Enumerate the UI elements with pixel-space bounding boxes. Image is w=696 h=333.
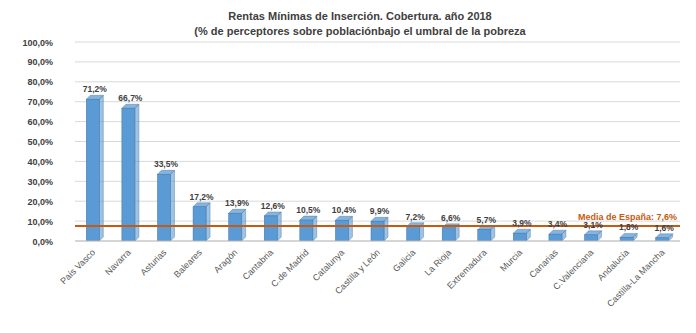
y-tick-label: 40,0%: [27, 157, 53, 167]
data-label: 12,6%: [261, 201, 286, 211]
data-label: 33,5%: [154, 159, 179, 169]
subtitle: (% de perceptores sobre poblaciónbajo el…: [194, 25, 526, 37]
bar: [585, 235, 598, 241]
grid-line: [75, 42, 680, 43]
bar-top: [122, 104, 139, 108]
y-tick-label: 80,0%: [27, 77, 53, 87]
grid: [75, 42, 680, 241]
bar-top: [157, 170, 174, 174]
x-tick-label: Extremadura: [445, 247, 489, 291]
bar: [513, 233, 526, 241]
x-tick-label: C.de Madrid: [269, 247, 311, 289]
y-tick-label: 100,0%: [22, 38, 53, 48]
y-tick-label: 90,0%: [27, 57, 53, 67]
bar-top: [300, 216, 317, 220]
x-tick-label: La Rioja: [423, 247, 453, 277]
y-tick-label: 50,0%: [27, 137, 53, 147]
y-tick-label: 10,0%: [27, 217, 53, 227]
bar-top: [335, 216, 352, 220]
data-label: 10,4%: [332, 205, 357, 215]
grid-line: [75, 81, 680, 82]
bar-side: [135, 104, 139, 241]
bar: [620, 237, 633, 241]
bar-top: [549, 230, 566, 234]
x-tick-label: Aragón: [212, 247, 240, 275]
grid-line: [75, 121, 680, 122]
x-tick-label: C.Valenciana: [551, 247, 595, 291]
data-label: 10,5%: [296, 205, 321, 215]
bar-top: [620, 233, 637, 237]
data-label: 7,2%: [405, 212, 425, 222]
data-label: 13,9%: [225, 198, 250, 208]
grid-line: [75, 141, 680, 142]
bar: [335, 220, 348, 241]
x-tick-label: Galicia: [391, 247, 418, 274]
bar-top: [585, 231, 602, 235]
data-label: 3,4%: [548, 219, 568, 229]
bar: [407, 227, 420, 241]
y-tick-label: 30,0%: [27, 177, 53, 187]
bar-top: [371, 217, 388, 221]
y-tick-label: 20,0%: [27, 197, 53, 207]
bar-side: [206, 203, 210, 241]
chart: Rentas Mínimas de Inserción. Cobertura. …: [0, 0, 696, 333]
data-label: 71,2%: [83, 84, 108, 94]
bar-side: [99, 95, 103, 241]
title: Rentas Mínimas de Inserción. Cobertura. …: [228, 10, 491, 22]
x-tick-label: Castilla-La Mancha: [605, 247, 667, 309]
x-tick-label: País Vasco: [58, 247, 97, 286]
bar: [549, 234, 562, 241]
x-tick-label: Castilla y León: [333, 247, 382, 296]
bar: [86, 99, 99, 241]
bar: [371, 221, 384, 241]
y-tick-label: 60,0%: [27, 117, 53, 127]
bar: [442, 228, 455, 241]
grid-line: [75, 241, 680, 242]
x-axis-line: [75, 241, 680, 242]
bar: [300, 220, 313, 241]
data-label: 17,2%: [190, 192, 215, 202]
y-tick-label: 0,0%: [32, 237, 53, 247]
data-label: 6,6%: [441, 213, 461, 223]
bar-top: [656, 234, 673, 238]
data-label: 66,7%: [118, 93, 143, 103]
data-label: 5,7%: [477, 215, 497, 225]
bar: [478, 230, 491, 241]
data-label: 1,8%: [619, 222, 639, 232]
bar: [122, 108, 135, 241]
bar: [193, 207, 206, 241]
grid-line: [75, 61, 680, 62]
y-tick-label: 70,0%: [27, 97, 53, 107]
data-label: 3,9%: [512, 218, 532, 228]
bar-top: [86, 95, 103, 99]
x-tick-label: Andalucía: [596, 247, 631, 282]
bars: [86, 95, 672, 241]
data-label: 1,6%: [655, 223, 675, 233]
bar-side: [348, 216, 352, 241]
bar: [229, 213, 242, 241]
x-tick-label: Baleares: [172, 247, 205, 280]
data-label: 9,9%: [370, 206, 390, 216]
x-tick-label: Canarias: [527, 247, 560, 280]
x-tick-label: Cantabria: [240, 247, 275, 282]
data-label: 3,1%: [583, 220, 603, 230]
bar-top: [264, 212, 281, 216]
bar-side: [170, 170, 174, 241]
x-tick-label: Murcia: [498, 247, 524, 273]
x-tick-label: Asturias: [138, 247, 168, 277]
background: [0, 0, 696, 333]
bar: [157, 174, 170, 241]
bar-top: [229, 209, 246, 213]
bar-top: [513, 229, 530, 233]
bar: [264, 216, 277, 241]
grid-line: [75, 101, 680, 102]
bar-side: [313, 216, 317, 241]
x-tick-label: Catalunya: [311, 247, 347, 283]
x-tick-label: Navarra: [103, 247, 133, 277]
bar-top: [193, 203, 210, 207]
